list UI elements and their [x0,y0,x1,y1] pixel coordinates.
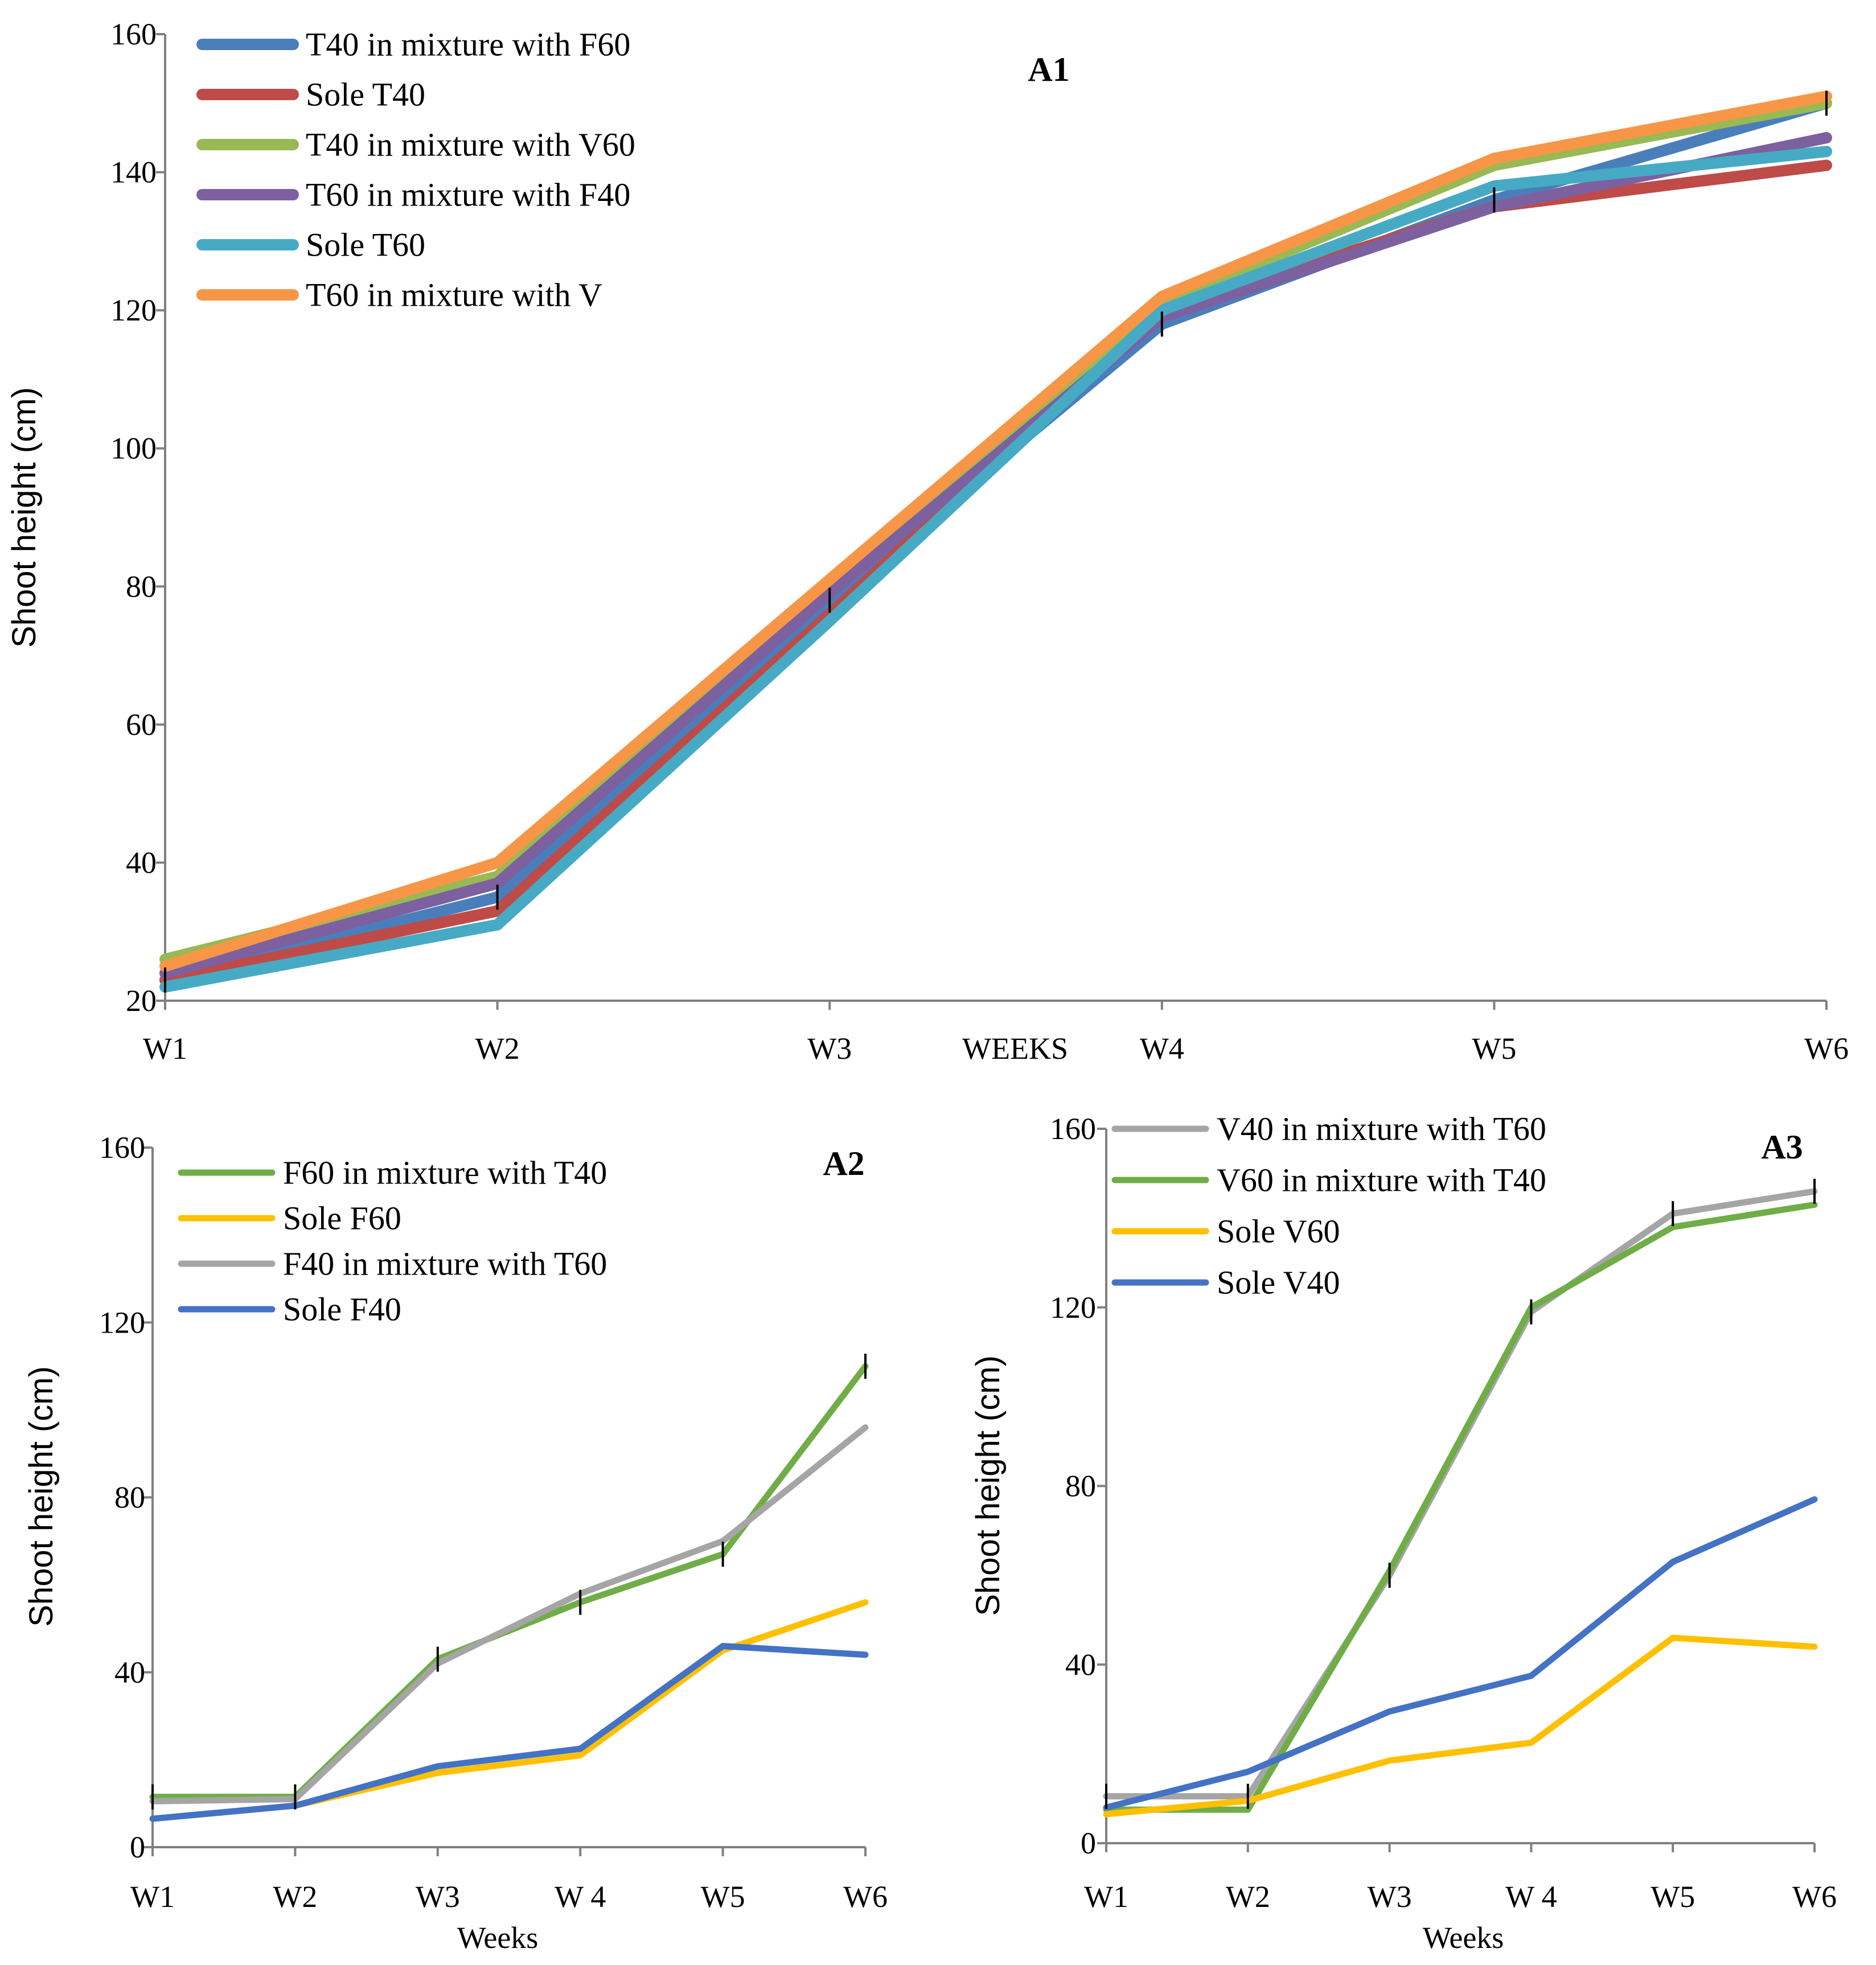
legend-label: T40 in mixture with V60 [306,126,635,163]
x-tick-label: W1 [143,1031,187,1066]
x-tick-label: W2 [1226,1880,1270,1914]
y-tick-label: 120 [1050,1290,1096,1325]
legend-label: T40 in mixture with F60 [306,26,630,63]
series-line [1103,1496,1818,1811]
series-line [149,1599,869,1822]
x-tick-label: W5 [1472,1031,1516,1066]
y-tick-label: 60 [126,708,157,742]
series-line [149,1424,869,1804]
series-line [159,91,1832,972]
series-line [149,1363,869,1800]
legend-label: Sole V40 [1217,1264,1340,1301]
series-line [159,146,1832,993]
chart-title: A2 [823,1145,864,1182]
y-tick-label: 160 [110,17,157,51]
legend-label: T60 in mixture with F40 [306,176,630,213]
legend: V40 in mixture with T60 V60 in mixture wi… [1111,1111,1546,1301]
y-tick-label: 40 [114,1655,145,1689]
x-axis-label: WEEKS [962,1031,1068,1066]
x-tick-label: W1 [1084,1880,1128,1914]
legend: T40 in mixture with F60 Sole T40 T40 in mi… [196,26,635,314]
y-tick-label: 80 [114,1481,145,1515]
legend-label: Sole V60 [1217,1213,1340,1250]
chart-a2: 0 40 80 120 160 W1 W2 W3 W 4 W5 W6 A2 Shoot height (… [23,1131,888,1955]
series-line [159,131,1832,979]
chart-title: A3 [1761,1128,1803,1166]
x-tick-label: W3 [1368,1880,1412,1914]
y-tick-label: 140 [110,155,157,190]
chart-a1: 20 40 60 80 100 120 140 160 W1 W2 W3 W4 W5 W6 A1 Shoot … [6,17,1849,1066]
y-axis-label: Shoot height (cm) [23,1366,60,1627]
y-tick-label: 120 [99,1305,145,1339]
legend-label: F40 in mixture with T60 [283,1245,607,1282]
x-axis-label: Weeks [457,1921,539,1955]
y-axis-label: Shoot height (cm) [970,1355,1007,1616]
chart-title: A1 [1028,51,1069,88]
y-tick-label: 20 [126,984,157,1018]
x-tick-label: W3 [416,1880,460,1914]
series-line [1103,1201,1818,1813]
x-tick-label: W5 [1651,1880,1695,1914]
x-tick-label: W5 [701,1880,745,1914]
y-tick-label: 160 [1050,1112,1096,1146]
y-axis-label: Shoot height (cm) [6,387,43,648]
x-tick-label: W2 [273,1880,317,1914]
series-line [1103,1188,1818,1800]
x-tick-label: W4 [1140,1031,1184,1066]
series-line [149,1643,869,1822]
y-tick-label: 40 [126,845,157,879]
chart-a3: 0 40 80 120 160 W1 W2 W3 W 4 W5 W6 A3 Shoot height (… [970,1111,1837,1955]
y-tick-label: 0 [1081,1826,1096,1860]
legend-label: T60 in mixture with V [306,277,602,314]
x-tick-label: W3 [807,1031,852,1066]
x-axis-label: Weeks [1423,1921,1504,1955]
legend-label: Sole F60 [283,1200,401,1237]
legend-label: V40 in mixture with T60 [1217,1111,1546,1148]
y-tick-label: 160 [99,1131,145,1165]
legend-label: V60 in mixture with T40 [1217,1162,1546,1199]
legend: F60 in mixture with T40 Sole F60 F40 in mi… [178,1154,607,1328]
x-tick-label: W1 [130,1880,175,1914]
legend-label: Sole T60 [306,227,425,264]
y-tick-label: 80 [1065,1469,1096,1503]
x-tick-label: W6 [1804,1031,1849,1066]
legend-label: Sole T40 [306,76,425,113]
y-tick-label: 80 [126,569,157,603]
x-tick-label: W 4 [1505,1880,1557,1914]
legend-label: Sole F40 [283,1291,401,1328]
legend-label: F60 in mixture with T40 [283,1154,607,1191]
x-tick-label: W6 [843,1880,888,1914]
x-tick-label: W 4 [555,1880,606,1914]
x-tick-label: W2 [475,1031,520,1066]
y-tick-label: 120 [110,293,157,327]
series-line [1103,1634,1818,1818]
y-tick-label: 0 [130,1830,145,1864]
y-tick-label: 100 [110,431,157,466]
y-tick-label: 40 [1065,1647,1096,1682]
x-tick-label: W6 [1792,1880,1837,1914]
